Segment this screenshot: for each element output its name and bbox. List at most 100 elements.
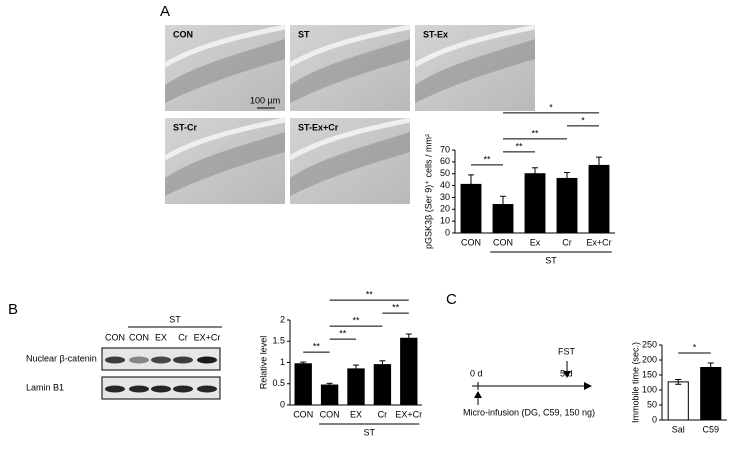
cell-layer: [413, 24, 536, 68]
group-label: ST: [545, 255, 557, 265]
significance-label: **: [339, 328, 347, 338]
significance-label: *: [693, 342, 697, 352]
y-tick-label: 200: [642, 354, 657, 364]
significance-label: **: [483, 154, 491, 164]
y-tick-label: 70: [440, 144, 450, 154]
bar: [700, 367, 722, 421]
y-tick-label: 1: [280, 357, 285, 367]
cell-layer: [415, 39, 535, 103]
band: [151, 356, 171, 364]
y-tick-label: 2: [280, 314, 285, 324]
x-tick-label: Ex+Cr: [586, 237, 611, 247]
y-tick-label: 0.5: [272, 378, 285, 388]
bar: [556, 177, 578, 234]
micrograph-label: ST-Cr: [173, 122, 198, 132]
x-tick-label: Cr: [378, 409, 388, 419]
y-tick-label: 150: [642, 369, 657, 379]
cell-layer: [290, 39, 410, 103]
lane-label: EX: [155, 332, 167, 342]
cell-layer: [288, 24, 411, 68]
x-tick-label: CON: [293, 409, 313, 419]
y-tick-label: 60: [440, 156, 450, 166]
bar: [373, 364, 392, 406]
y-tick-label: 1.5: [272, 336, 285, 346]
x-tick-label: CON: [320, 409, 340, 419]
bar: [320, 384, 339, 406]
bar-chart: 010 20 30 40 50 60 70 pGSK3β (Ser 9)⁺ cells / m…: [423, 102, 615, 265]
scale-bar-label: 100 µm: [250, 95, 280, 105]
panel-label: C: [446, 291, 457, 308]
x-tick-label: C59: [702, 424, 719, 434]
cell-layer: [288, 117, 411, 161]
panel-label: B: [8, 301, 18, 318]
y-tick-label: 20: [440, 204, 450, 214]
band: [129, 356, 149, 364]
timeline: 0 d 5 d FST Micro-infusion (DG, C59, 150…: [463, 346, 595, 417]
significance-label: **: [352, 315, 360, 325]
significance-label: **: [366, 289, 374, 299]
significance-label: **: [515, 141, 523, 151]
cell-layer: [165, 39, 285, 103]
y-tick-label: 0: [445, 227, 450, 237]
micrograph-label: ST: [298, 29, 310, 39]
micrograph-label: ST-Ex+Cr: [298, 122, 339, 132]
bar-chart: 0 0.5 1 1.5 2 Relative level CON CON EX Cr EX+Cr ST…: [258, 289, 422, 437]
group-label: ST: [169, 314, 181, 324]
cell-layer: [290, 132, 410, 196]
y-axis-label: pGSK3β (Ser 9)⁺ cells / mm²: [423, 134, 433, 249]
band: [173, 356, 193, 364]
lane-label: EX+Cr: [194, 332, 221, 342]
y-axis-label: Relative level: [258, 336, 268, 390]
arrow-head: [584, 382, 592, 390]
band: [105, 356, 125, 364]
row-label: Nuclear β-catenin: [26, 353, 97, 363]
arrow-head: [563, 371, 571, 378]
significance-label: **: [313, 341, 321, 351]
lane-label: CON: [129, 332, 149, 342]
significance-label: **: [392, 302, 400, 312]
row-label: Lamin B1: [26, 382, 64, 392]
micrograph-label: ST-Ex: [423, 29, 448, 39]
y-tick-label: 50: [647, 399, 657, 409]
x-tick-label: EX+Cr: [395, 409, 422, 419]
western-blot: CON CON EX Cr EX+Cr ST Nuclear β-catenin Lamin …: [26, 314, 222, 400]
x-tick-label: Ex: [530, 237, 541, 247]
cell-layer: [163, 117, 286, 161]
bar: [667, 381, 689, 421]
y-tick-label: 40: [440, 180, 450, 190]
x-tick-label: EX: [350, 409, 362, 419]
y-tick-label: 30: [440, 192, 450, 202]
group-label: ST: [363, 427, 375, 437]
lane-label: Cr: [178, 332, 188, 342]
treatment-label: Micro-infusion (DG, C59, 150 ng): [463, 407, 595, 417]
x-tick-label: CON: [493, 237, 513, 247]
time-label: 0 d: [470, 368, 483, 378]
x-tick-label: CON: [461, 237, 481, 247]
y-tick-label: 100: [642, 384, 657, 394]
y-tick-label: 10: [440, 216, 450, 226]
time-label: 5 d: [560, 368, 573, 378]
band: [151, 385, 171, 393]
micrograph-label: CON: [173, 29, 193, 39]
bar: [400, 337, 418, 406]
cell-layer: [163, 24, 286, 68]
micrographs: CON ST ST-Ex ST-Cr ST-Ex+Cr 100 µm: [163, 24, 536, 204]
bar: [294, 363, 312, 406]
significance-label: **: [531, 128, 539, 138]
x-tick-label: Cr: [562, 237, 572, 247]
arrow-head: [474, 391, 482, 398]
bar: [524, 173, 546, 234]
y-tick-label: 0: [280, 399, 285, 409]
band: [105, 385, 125, 393]
band: [129, 385, 149, 393]
y-tick-label: 0: [652, 414, 657, 424]
x-tick-label: Sal: [672, 424, 685, 434]
lane-label: CON: [105, 332, 125, 342]
test-label: FST: [558, 346, 576, 356]
significance-label: *: [549, 102, 553, 112]
band: [197, 356, 217, 364]
cell-layer: [165, 132, 285, 196]
panel-label: A: [160, 3, 170, 20]
